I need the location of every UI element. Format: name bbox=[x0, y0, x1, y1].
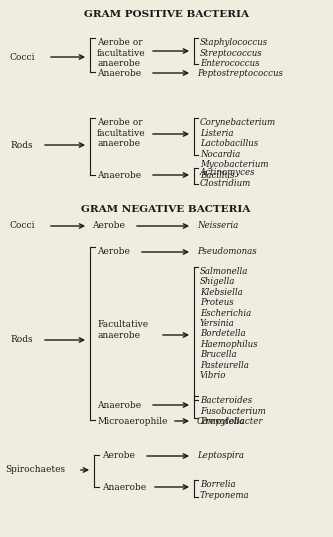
Text: Cocci: Cocci bbox=[10, 53, 36, 62]
Text: GRAM NEGATIVE BACTERIA: GRAM NEGATIVE BACTERIA bbox=[81, 205, 251, 214]
Text: Campylobacter: Campylobacter bbox=[197, 417, 263, 425]
Text: Microaerophile: Microaerophile bbox=[97, 417, 167, 425]
Text: Salmonella
Shigella
Klebsiella
Proteus
Escherichia
Yersinia
Bordetella
Haemophil: Salmonella Shigella Klebsiella Proteus E… bbox=[200, 267, 257, 380]
Text: Aerobe: Aerobe bbox=[102, 452, 135, 461]
Text: Actinomyces
Clostridium: Actinomyces Clostridium bbox=[200, 168, 255, 188]
Text: Peptostreptococcus: Peptostreptococcus bbox=[197, 69, 283, 77]
Text: Aerobe: Aerobe bbox=[92, 221, 125, 230]
Text: Anaerobe: Anaerobe bbox=[97, 69, 141, 77]
Text: Leptospira: Leptospira bbox=[197, 452, 244, 461]
Text: Rods: Rods bbox=[10, 336, 33, 345]
Text: Rods: Rods bbox=[10, 141, 33, 149]
Text: Aerobe or
facultative
anaerobe: Aerobe or facultative anaerobe bbox=[97, 118, 146, 149]
Text: Neisseria: Neisseria bbox=[197, 221, 238, 230]
Text: Anaerobe: Anaerobe bbox=[102, 483, 146, 491]
Text: Bacteroides
Fusobacterium
Prevotella: Bacteroides Fusobacterium Prevotella bbox=[200, 396, 266, 426]
Text: Aerobe: Aerobe bbox=[97, 248, 130, 257]
Text: Anaerobe: Anaerobe bbox=[97, 401, 141, 410]
Text: Anaerobe: Anaerobe bbox=[97, 171, 141, 179]
Text: Cocci: Cocci bbox=[10, 221, 36, 230]
Text: Borrelia
Treponema: Borrelia Treponema bbox=[200, 480, 250, 500]
Text: Facultative
anaerobe: Facultative anaerobe bbox=[97, 320, 148, 340]
Text: Pseudomonas: Pseudomonas bbox=[197, 248, 257, 257]
Text: Corynebacterium
Listeria
Lactobacillus
Nocardia
Mycobacterium
Bacillus: Corynebacterium Listeria Lactobacillus N… bbox=[200, 118, 276, 180]
Text: Staphylococcus
Streptococcus
Enterococcus: Staphylococcus Streptococcus Enterococcu… bbox=[200, 38, 268, 69]
Text: GRAM POSITIVE BACTERIA: GRAM POSITIVE BACTERIA bbox=[84, 10, 248, 19]
Text: Aerobe or
facultative
anaerobe: Aerobe or facultative anaerobe bbox=[97, 38, 146, 69]
Text: Spirochaetes: Spirochaetes bbox=[5, 466, 65, 475]
